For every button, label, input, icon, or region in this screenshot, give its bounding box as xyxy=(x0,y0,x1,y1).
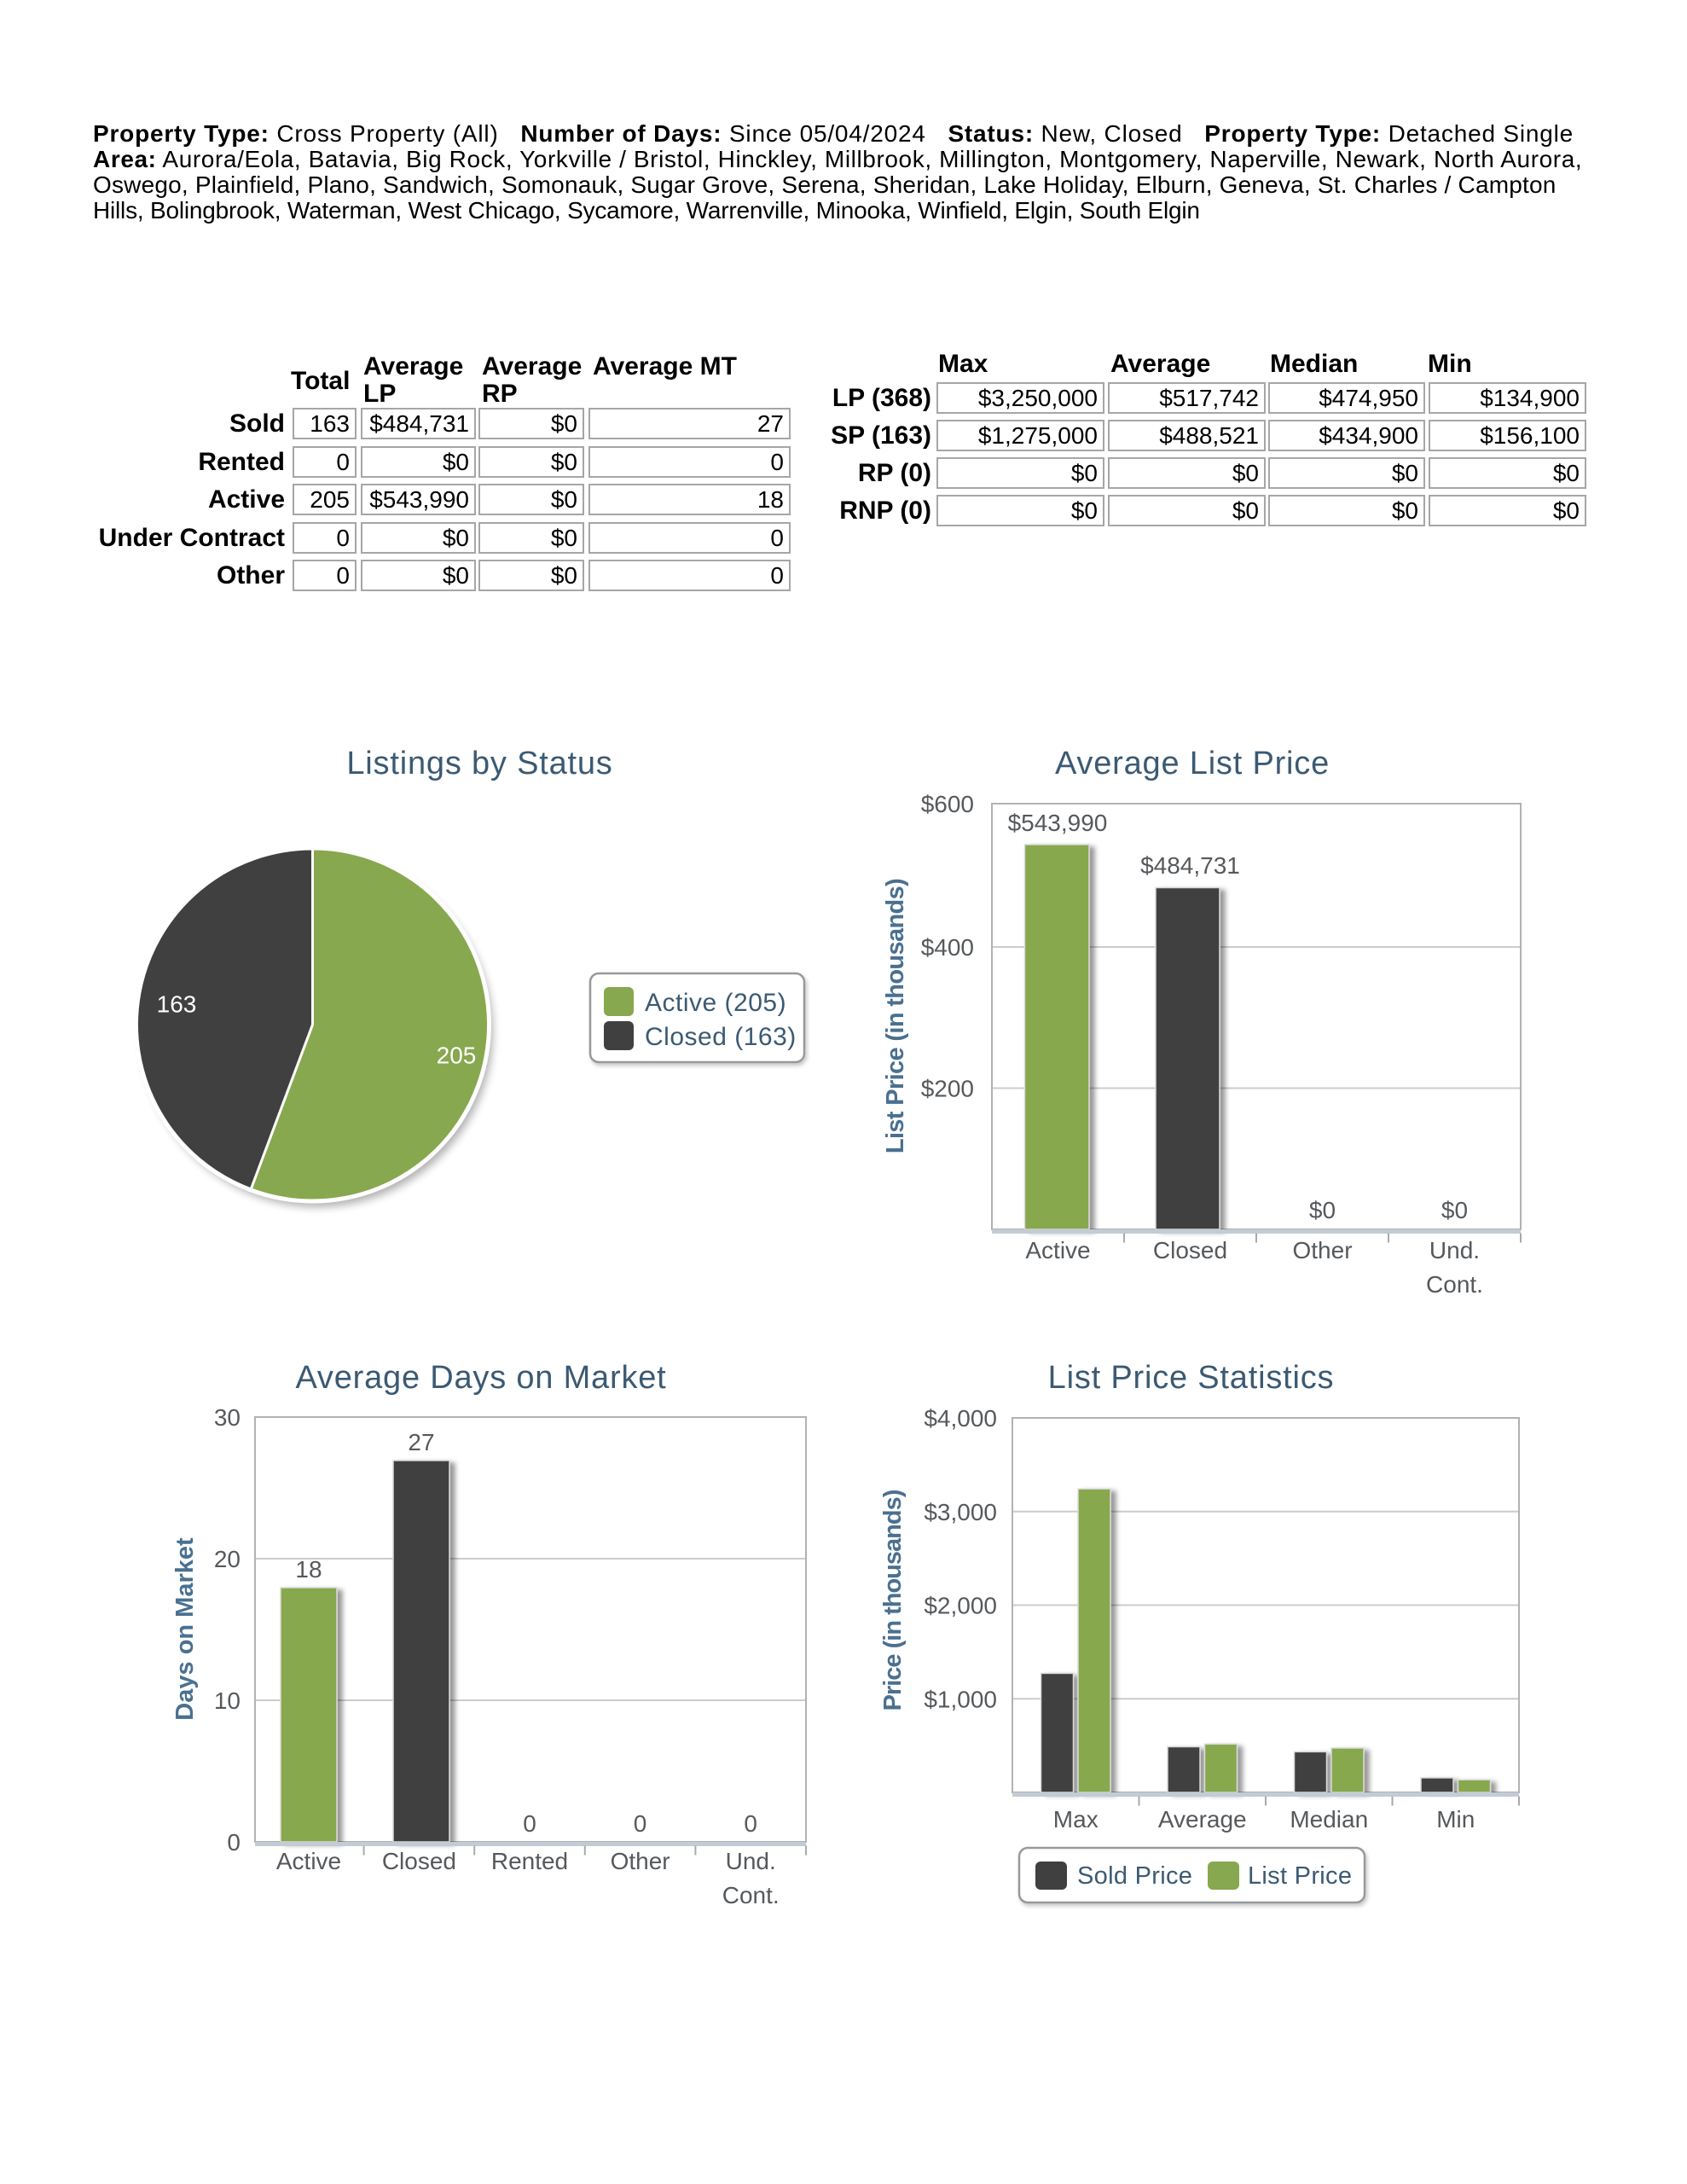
svg-text:27: 27 xyxy=(408,1429,434,1455)
svg-text:$2,000: $2,000 xyxy=(924,1593,997,1619)
svg-text:Average List Price: Average List Price xyxy=(1055,746,1330,781)
svg-text:List Price Statistics: List Price Statistics xyxy=(1048,1360,1335,1396)
svg-text:Sold Price: Sold Price xyxy=(1077,1862,1192,1890)
svg-text:Median: Median xyxy=(1290,1806,1368,1833)
svg-text:Und.: Und. xyxy=(726,1848,776,1874)
svg-text:Price (in thousands): Price (in thousands) xyxy=(879,1490,907,1711)
svg-text:$200: $200 xyxy=(921,1076,974,1102)
svg-text:Other: Other xyxy=(1292,1237,1352,1263)
svg-text:List Price (in thousands): List Price (in thousands) xyxy=(882,879,909,1153)
svg-text:10: 10 xyxy=(214,1687,241,1714)
svg-text:Cont.: Cont. xyxy=(1426,1271,1483,1298)
svg-text:0: 0 xyxy=(744,1810,757,1837)
svg-text:Listings by Status: Listings by Status xyxy=(346,746,612,781)
svg-text:20: 20 xyxy=(214,1546,241,1572)
svg-text:Average Days on Market: Average Days on Market xyxy=(295,1360,666,1396)
svg-text:163: 163 xyxy=(157,991,197,1018)
svg-text:$1,000: $1,000 xyxy=(924,1686,997,1712)
svg-text:18: 18 xyxy=(295,1556,322,1583)
svg-text:Average: Average xyxy=(1158,1806,1247,1833)
svg-text:$543,990: $543,990 xyxy=(1008,810,1108,836)
svg-text:Closed: Closed xyxy=(1153,1237,1227,1263)
svg-text:0: 0 xyxy=(523,1810,536,1837)
svg-text:Rented: Rented xyxy=(491,1848,568,1874)
svg-text:$0: $0 xyxy=(1441,1197,1468,1223)
svg-text:Days on Market: Days on Market xyxy=(171,1537,199,1721)
svg-text:$4,000: $4,000 xyxy=(924,1405,997,1432)
svg-text:30: 30 xyxy=(214,1404,241,1431)
svg-text:$400: $400 xyxy=(921,934,974,961)
svg-text:Max: Max xyxy=(1053,1806,1099,1833)
svg-text:Active: Active xyxy=(276,1848,341,1874)
svg-text:Other: Other xyxy=(611,1848,670,1874)
svg-text:Und.: Und. xyxy=(1429,1237,1480,1263)
svg-text:$0: $0 xyxy=(1309,1197,1336,1223)
svg-text:$3,000: $3,000 xyxy=(924,1499,997,1525)
svg-text:0: 0 xyxy=(227,1829,241,1856)
svg-text:Active (205): Active (205) xyxy=(645,989,786,1017)
svg-text:0: 0 xyxy=(634,1810,647,1837)
svg-text:$484,731: $484,731 xyxy=(1140,852,1240,879)
svg-text:Cont.: Cont. xyxy=(722,1882,780,1908)
svg-text:Closed: Closed xyxy=(382,1848,456,1874)
svg-text:$600: $600 xyxy=(921,791,974,817)
svg-text:205: 205 xyxy=(437,1043,477,1069)
svg-text:Active: Active xyxy=(1025,1237,1090,1263)
svg-text:Min: Min xyxy=(1436,1806,1475,1833)
svg-text:Closed (163): Closed (163) xyxy=(645,1023,797,1051)
svg-text:List Price: List Price xyxy=(1248,1862,1352,1890)
